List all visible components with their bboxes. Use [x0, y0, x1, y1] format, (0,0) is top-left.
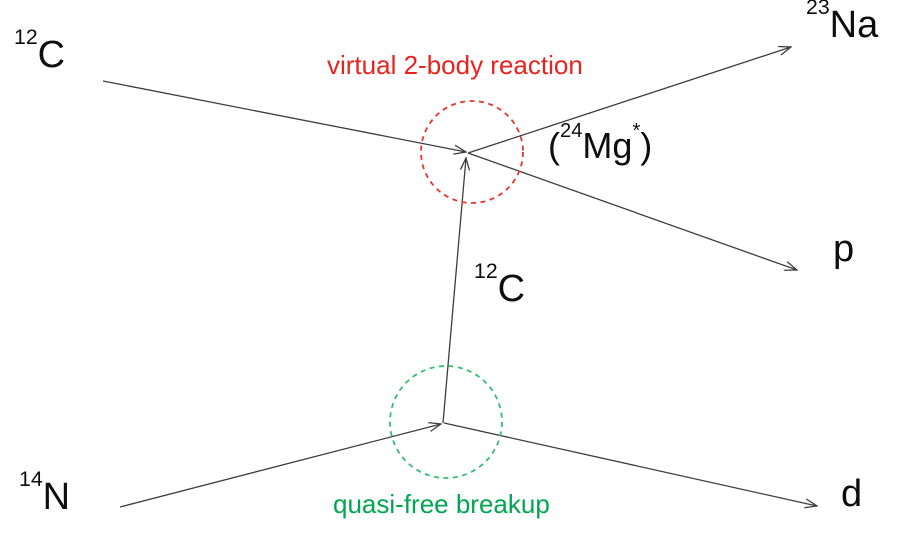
line-transferred-12c: [442, 158, 466, 424]
label-ejectile-23na: 23Na: [806, 0, 879, 46]
label-24mg-paren-close: ): [640, 125, 653, 166]
arrow-ejectile-23na: [467, 47, 791, 154]
label-24mg-excited-star: *: [632, 119, 641, 142]
label-beam-12c: 12C: [14, 27, 66, 76]
label-24mg-paren-open: (: [548, 125, 560, 166]
label-deuteron: d: [841, 473, 863, 515]
label-transferred-12c-mass: 12: [474, 259, 498, 284]
label-proton: p: [833, 228, 855, 270]
label-transferred-12c-symbol: C: [497, 268, 526, 310]
annotation-quasi-free: quasi-free breakup: [333, 489, 550, 519]
label-23na-symbol: Na: [829, 4, 879, 46]
label-14n-symbol: N: [42, 476, 71, 518]
label-24mg-symbol: Mg: [582, 125, 633, 166]
label-beam-12c-mass: 12: [14, 25, 38, 50]
label-24mg-mass: 24: [560, 119, 583, 142]
label-intermediate-24mg: (24Mg*): [548, 120, 653, 166]
label-beam-12c-symbol: C: [37, 34, 66, 76]
arrow-target-14n: [119, 424, 441, 508]
label-target-14n: 14N: [19, 469, 71, 518]
virtual-reaction-circle: [420, 100, 524, 204]
arrow-beam-12c: [102, 80, 466, 152]
arrow-proton: [467, 152, 797, 270]
quasi-free-circle: [389, 365, 503, 479]
label-23na-mass: 23: [806, 0, 830, 20]
label-14n-mass: 14: [19, 467, 43, 492]
label-transferred-12c: 12C: [474, 261, 526, 310]
arrow-deuteron: [443, 422, 817, 506]
annotation-virtual-reaction: virtual 2-body reaction: [327, 50, 583, 80]
